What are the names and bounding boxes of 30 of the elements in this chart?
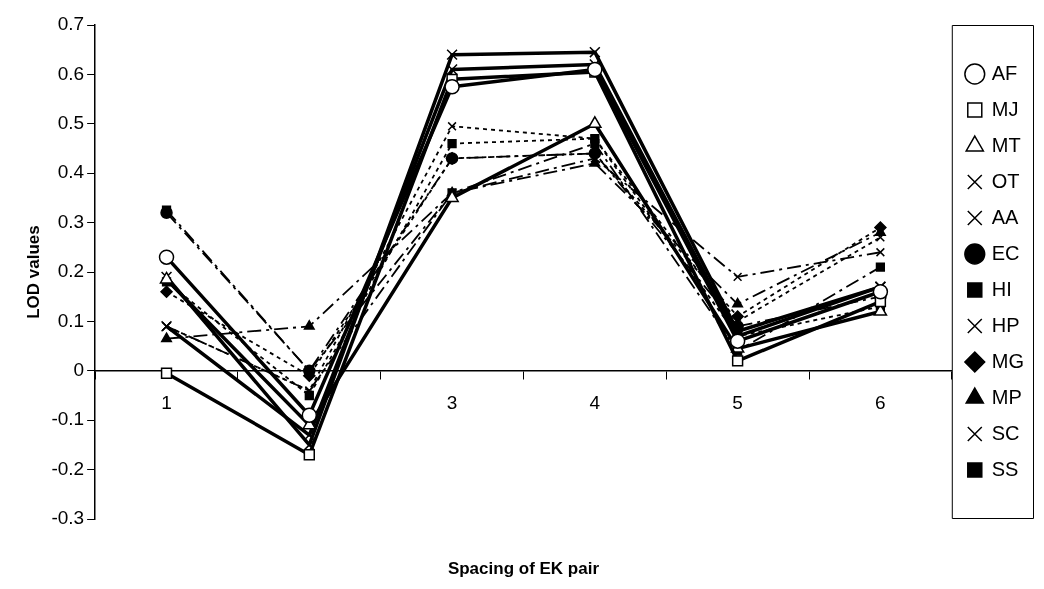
legend-label: MT <box>991 133 1021 156</box>
legend-label: HP <box>991 313 1020 336</box>
legend-label: MG <box>991 349 1024 372</box>
legend-label: SC <box>991 421 1020 444</box>
x-axis-title: Spacing of EK pair <box>447 558 600 578</box>
y-tick-label: 0.5 <box>57 112 85 134</box>
legend-label: AA <box>991 205 1020 228</box>
legend-label: AF <box>991 61 1018 84</box>
legend-label: SS <box>991 457 1019 480</box>
x-tick-label: 5 <box>732 392 743 414</box>
legend-label: HI <box>991 277 1012 300</box>
y-tick-label: 0.2 <box>57 260 85 282</box>
y-tick-label: 0.3 <box>57 210 85 232</box>
x-tick-label: 3 <box>446 392 458 414</box>
y-tick-label: 0.7 <box>57 13 85 35</box>
y-tick-label: -0.2 <box>51 457 85 479</box>
x-tick-label: 4 <box>589 392 601 414</box>
y-tick-label: 0 <box>73 359 85 381</box>
legend-label: EC <box>991 241 1020 264</box>
legend-label: OT <box>991 169 1020 192</box>
y-tick-label: -0.3 <box>51 507 85 529</box>
x-tick-label: 1 <box>161 392 172 414</box>
y-axis-title: LOD values <box>23 225 43 319</box>
legend-label: MP <box>991 385 1022 408</box>
y-tick-label: 0.1 <box>57 309 85 331</box>
x-tick-label: 6 <box>875 392 886 414</box>
y-tick-label: 0.4 <box>57 161 85 183</box>
y-tick-label: -0.1 <box>51 408 85 430</box>
y-tick-label: 0.6 <box>57 62 85 84</box>
legend-label: MJ <box>991 97 1019 120</box>
